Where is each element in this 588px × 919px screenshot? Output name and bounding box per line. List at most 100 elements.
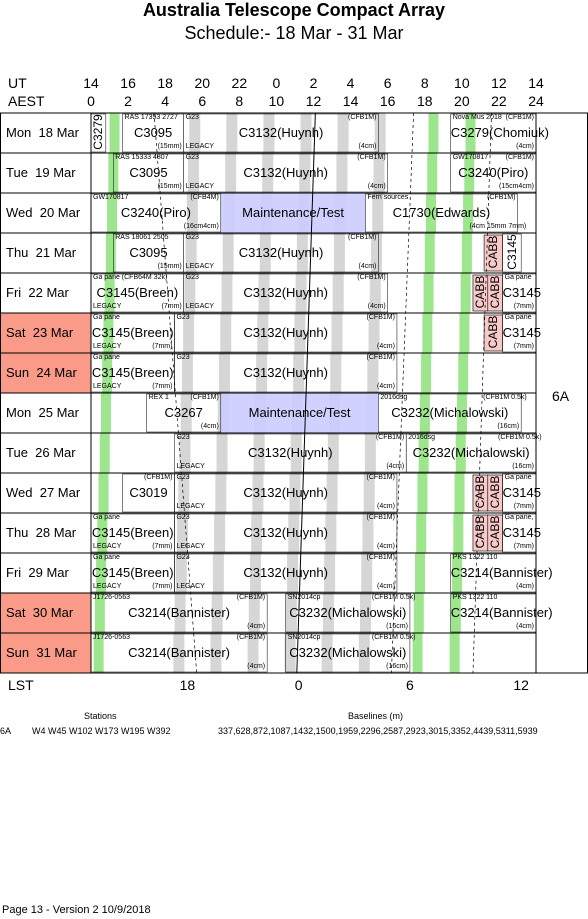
lst-band xyxy=(220,313,232,353)
page-title: Australia Telescope Compact Array xyxy=(142,0,446,20)
sun-band xyxy=(109,113,120,153)
lst-band xyxy=(215,473,227,513)
band-label: (4cm) xyxy=(516,623,534,630)
sun-band xyxy=(455,433,466,473)
lst-band xyxy=(368,313,380,353)
lst-band xyxy=(173,633,185,673)
lst-band xyxy=(374,113,386,153)
lst-band xyxy=(249,553,261,593)
block-outline xyxy=(502,233,522,273)
band-label: (7mm) xyxy=(513,503,534,510)
sun-band xyxy=(93,633,104,673)
lst-band xyxy=(333,233,345,273)
block-outline xyxy=(285,633,411,673)
aest-tick-label: 14 xyxy=(342,93,359,109)
vertical-project-label: CABB xyxy=(473,275,488,309)
legacy-label: LEGACY xyxy=(185,143,215,150)
sun-band xyxy=(413,593,424,633)
project-label: C3145(Breen) xyxy=(91,565,174,580)
aest-tick-label: 4 xyxy=(161,93,170,109)
project-label: C3214(Bannister) xyxy=(450,565,553,580)
source-label: G23 xyxy=(185,234,199,241)
correlator-label: (CFB1M) xyxy=(236,634,266,641)
project-label: C3145 xyxy=(502,485,541,500)
lst-band xyxy=(183,313,195,353)
lst-band xyxy=(330,353,342,393)
band-label: (4cm) xyxy=(516,143,534,150)
ut-tick-label: 20 xyxy=(194,75,211,91)
day-label: Tue 19 Mar xyxy=(6,165,76,180)
correlator-label: (CFB1M) xyxy=(366,474,395,481)
sun-band xyxy=(458,353,469,393)
sun-band xyxy=(99,433,110,473)
lst-band xyxy=(253,433,265,473)
sun-band xyxy=(422,313,433,353)
band-label: (4cm) xyxy=(377,383,395,390)
legacy-label: LEGACY xyxy=(176,503,205,510)
project-label: C3095 xyxy=(133,125,173,140)
ut-tick-label: 2 xyxy=(309,75,318,91)
correlator-label: (CFB1M) xyxy=(487,194,516,201)
project-label: C3240(Piro) xyxy=(458,165,529,180)
band-label: (4cm) xyxy=(358,143,377,150)
project-label: C3095 xyxy=(129,245,168,260)
source-label: RAS 18061 2505 xyxy=(115,234,169,241)
block-outline xyxy=(174,313,398,353)
correlator-label: (CFB1M) xyxy=(505,114,534,121)
correlator-label: (CFB1M) xyxy=(357,274,386,281)
correlator-label: (CFB4M) xyxy=(190,194,219,201)
sun-band xyxy=(414,553,425,593)
block-outline xyxy=(183,113,379,153)
band-label: (7mm) xyxy=(152,383,173,390)
sun-band xyxy=(453,513,464,553)
band-label: (4cm) xyxy=(358,263,377,270)
lst-band xyxy=(180,393,192,433)
legacy-label: LEGACY xyxy=(93,303,122,310)
correlator-label: (CFB1M) xyxy=(144,474,173,481)
lst-band xyxy=(287,553,299,593)
source-label: REX 1 xyxy=(148,394,169,401)
band-label: (4cm) xyxy=(247,623,266,630)
legacy-label: LEGACY xyxy=(185,303,215,310)
source-label: Ga pane xyxy=(504,274,532,281)
legacy-label: LEGACY xyxy=(93,383,122,390)
lst-band xyxy=(332,273,344,313)
lst-band xyxy=(290,433,302,473)
correlator-label: (CFB1M 0.5k) xyxy=(371,594,416,601)
lst-band xyxy=(175,553,187,593)
sun-band xyxy=(100,393,111,433)
band-label: (16cm) xyxy=(512,463,534,470)
sun-band xyxy=(98,473,109,513)
source-label: SN2014cp xyxy=(287,634,321,641)
array-config: 6A xyxy=(552,388,570,404)
band-label: (4cm 15mm 7mm) xyxy=(469,223,527,230)
aest-tick-label: 12 xyxy=(305,93,322,109)
sun-band xyxy=(461,233,472,273)
project-label: C3132(Huynh) xyxy=(243,525,328,540)
baselines-title: Baselines (m) xyxy=(348,711,404,721)
lst-band xyxy=(222,233,234,273)
legacy-label: LEGACY xyxy=(185,263,215,270)
lst-band xyxy=(252,473,264,513)
band-label: (4cm) xyxy=(386,463,405,470)
sun-band xyxy=(459,313,470,353)
sun-band xyxy=(423,273,434,313)
project-label: C3145(Breen) xyxy=(96,285,179,300)
weekend-shade xyxy=(0,593,91,633)
source-label: PKS 1322 110 xyxy=(452,594,498,601)
band-label: (4cm) xyxy=(516,583,534,590)
band-label: (4cm) xyxy=(367,183,386,190)
source-label: J1726-0563 xyxy=(93,594,130,601)
lst-band xyxy=(248,593,260,633)
source-label: G23 xyxy=(185,274,199,281)
sun-band xyxy=(450,593,461,633)
correlator-label: (CFB1M) xyxy=(366,554,395,561)
source-label: G23 xyxy=(185,114,199,121)
lst-band xyxy=(258,273,270,313)
aest-tick-label: 8 xyxy=(235,93,244,109)
correlator-label: (CFB1M) xyxy=(348,114,377,121)
project-label: C3214(Bannister) xyxy=(450,605,553,620)
source-label: G23 xyxy=(185,154,199,161)
project-label: C3145 xyxy=(502,525,541,540)
band-label: (16cm4cm) xyxy=(183,223,219,230)
